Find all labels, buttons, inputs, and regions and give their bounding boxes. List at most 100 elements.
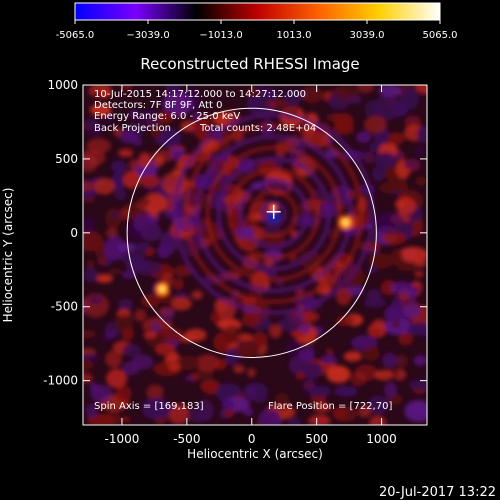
image-blob: [283, 89, 302, 107]
image-blob: [333, 113, 354, 129]
image-blob: [370, 327, 381, 338]
image-blob: [111, 160, 127, 174]
image-blob: [220, 400, 234, 411]
image-blob: [408, 379, 427, 391]
image-blob: [303, 362, 323, 379]
image-blob: [274, 392, 290, 411]
image-ring: [238, 178, 310, 250]
solar-limb-circle: [126, 107, 377, 358]
colorbar-ticks: [74, 20, 441, 24]
image-blob: [83, 181, 96, 192]
image-blob: [410, 403, 426, 417]
image-blob: [259, 88, 280, 102]
image-blob: [105, 227, 118, 239]
image-blob: [86, 259, 95, 270]
plot-frame: [82, 84, 428, 426]
image-blob: [88, 294, 103, 305]
colorbar: -5065.0 −3039.0 −1013.0 1013.0 3039.0 5065.0: [56, 2, 458, 41]
image-blob: [132, 354, 154, 370]
image-ring: [260, 200, 288, 228]
image-blob: [236, 339, 260, 358]
image-blob: [414, 85, 427, 95]
x-tick-label: 0: [248, 432, 256, 446]
image-blob: [246, 386, 258, 398]
image-blob: [158, 127, 181, 148]
image-blob: [86, 138, 111, 154]
y-axis-ticks: 1000 500 0 -500 -1000: [43, 78, 427, 388]
image-blob: [367, 395, 389, 415]
image-blob: [154, 343, 176, 356]
image-blob: [122, 343, 141, 357]
image-blob: [168, 363, 181, 372]
image-blob: [255, 85, 268, 91]
image-blob: [91, 91, 103, 100]
image-blob: [325, 347, 334, 355]
image-blob: [105, 350, 123, 368]
image-ring: [216, 156, 332, 272]
image-blob: [363, 115, 387, 134]
image-blob: [114, 189, 127, 201]
image-blob: [121, 270, 137, 280]
flare-position-label: Flare Position = [722,70]: [268, 401, 392, 412]
image-blob: [400, 87, 420, 110]
image-blob: [105, 329, 116, 339]
image-blob: [298, 348, 315, 361]
image-blob: [83, 196, 95, 203]
image-blob: [315, 326, 324, 335]
image-blob: [83, 352, 99, 363]
image-blob: [119, 130, 138, 144]
y-tick-label: -1000: [43, 374, 78, 388]
image-blob: [175, 355, 200, 371]
image-blob: [134, 309, 147, 322]
image-blob: [334, 386, 358, 397]
image-blob: [387, 132, 406, 145]
image-blob: [394, 354, 409, 368]
image-blob: [408, 290, 417, 302]
image-blob: [356, 85, 375, 93]
flare-source-core: [341, 218, 349, 226]
image-blob: [274, 417, 282, 425]
image-pixels: [83, 85, 427, 425]
image-blob: [277, 319, 288, 328]
plot-title: Reconstructed RHESSI Image: [140, 55, 359, 73]
image-blob: [415, 176, 426, 186]
y-tick-label: 0: [70, 226, 78, 240]
image-blob: [150, 128, 162, 138]
info-energy: Energy Range: 6.0 - 25.0 keV: [94, 111, 240, 122]
image-ring: [205, 145, 343, 283]
x-tick-label: -500: [173, 432, 200, 446]
image-blob: [191, 290, 204, 300]
y-tick-label: 500: [55, 152, 78, 166]
colorbar-tick-label: -5065.0: [56, 30, 95, 41]
image-blob: [83, 359, 94, 371]
image-blob: [195, 354, 220, 372]
image-blob: [275, 149, 286, 157]
info-block: 10-Jul-2015 14:17:12.000 to 14:27:12.000…: [94, 89, 316, 134]
image-blob: [403, 158, 421, 170]
image-blob: [395, 221, 415, 235]
x-axis-ticks: -1000 -500 0 500 1000: [105, 85, 397, 446]
image-blob: [146, 384, 164, 400]
image-blob: [223, 409, 234, 418]
spin-axis-label: Spin Axis = [169,183]: [94, 401, 204, 412]
image-blob: [135, 242, 151, 253]
image-blob: [363, 297, 387, 308]
image-area: [83, 85, 427, 425]
image-blob: [141, 397, 171, 420]
image-blob: [269, 324, 282, 339]
image-blob: [369, 415, 387, 425]
image-blob: [140, 223, 162, 242]
image-blob: [301, 311, 320, 323]
image-blob: [368, 253, 395, 269]
image-blob: [223, 325, 243, 343]
image-blob: [313, 402, 330, 413]
image-blob: [139, 174, 161, 188]
image-blob: [366, 266, 378, 274]
image-blob: [85, 403, 98, 418]
image-blob: [143, 331, 157, 339]
image-blob: [378, 85, 402, 98]
image-blob: [390, 248, 403, 267]
image-blob: [202, 380, 219, 395]
